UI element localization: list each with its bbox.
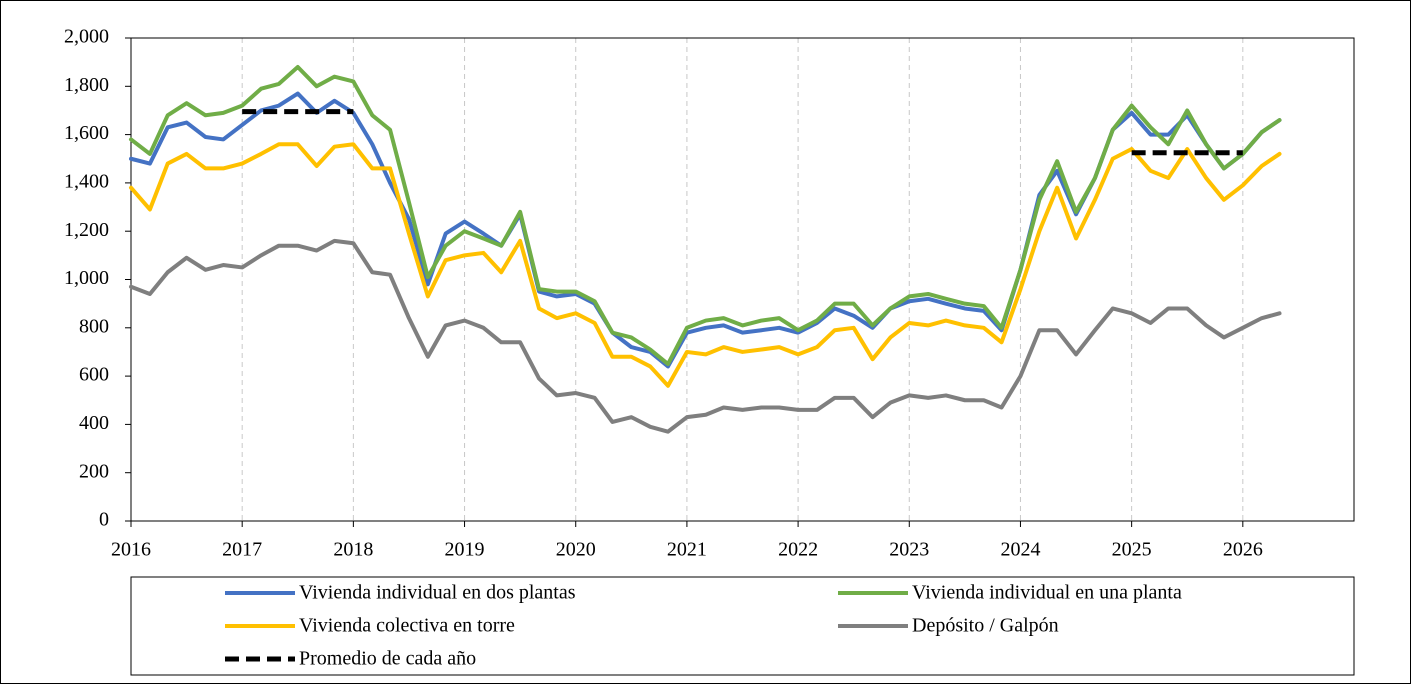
x-tick-label: 2024: [1000, 539, 1040, 561]
series-line: [129, 91, 1282, 369]
x-tick-label: 2017: [222, 539, 262, 561]
y-tick-label: 1,200: [64, 219, 109, 241]
legend-label: Depósito / Galpón: [912, 615, 1059, 637]
x-tick-label: 2019: [445, 539, 485, 561]
plot-area: [130, 37, 1355, 522]
series-line: [242, 109, 1243, 156]
x-tick-label: 2026: [1223, 539, 1263, 561]
x-tick-label: 2016: [111, 539, 151, 561]
y-tick-label: 2,000: [64, 26, 109, 48]
series-line: [129, 142, 1282, 388]
y-tick-label: 800: [79, 315, 109, 337]
y-tick-label: 0: [99, 509, 109, 531]
legend-box: [130, 576, 1355, 676]
x-tick-label: 2023: [889, 539, 929, 561]
legend-label: Vivienda individual en dos plantas: [299, 582, 576, 604]
legend-label: Promedio de cada año: [299, 648, 476, 670]
x-tick-label: 2022: [778, 539, 818, 561]
y-tick-label: 200: [79, 460, 109, 482]
y-tick-label: 1,000: [64, 267, 109, 289]
y-tick-label: 400: [79, 412, 109, 434]
series-line: [129, 238, 1282, 434]
legend-label: Vivienda colectiva en torre: [299, 615, 515, 637]
legend-label: Vivienda individual en una planta: [912, 582, 1182, 604]
y-tick-label: 600: [79, 364, 109, 386]
x-tick-label: 2021: [667, 539, 707, 561]
series-line: [129, 64, 1282, 367]
x-tick-label: 2018: [333, 539, 373, 561]
y-tick-label: 1,800: [64, 74, 109, 96]
y-tick-label: 1,600: [64, 122, 109, 144]
x-tick-label: 2025: [1112, 539, 1152, 561]
x-tick-label: 2020: [556, 539, 596, 561]
y-tick-label: 1,400: [64, 170, 109, 192]
